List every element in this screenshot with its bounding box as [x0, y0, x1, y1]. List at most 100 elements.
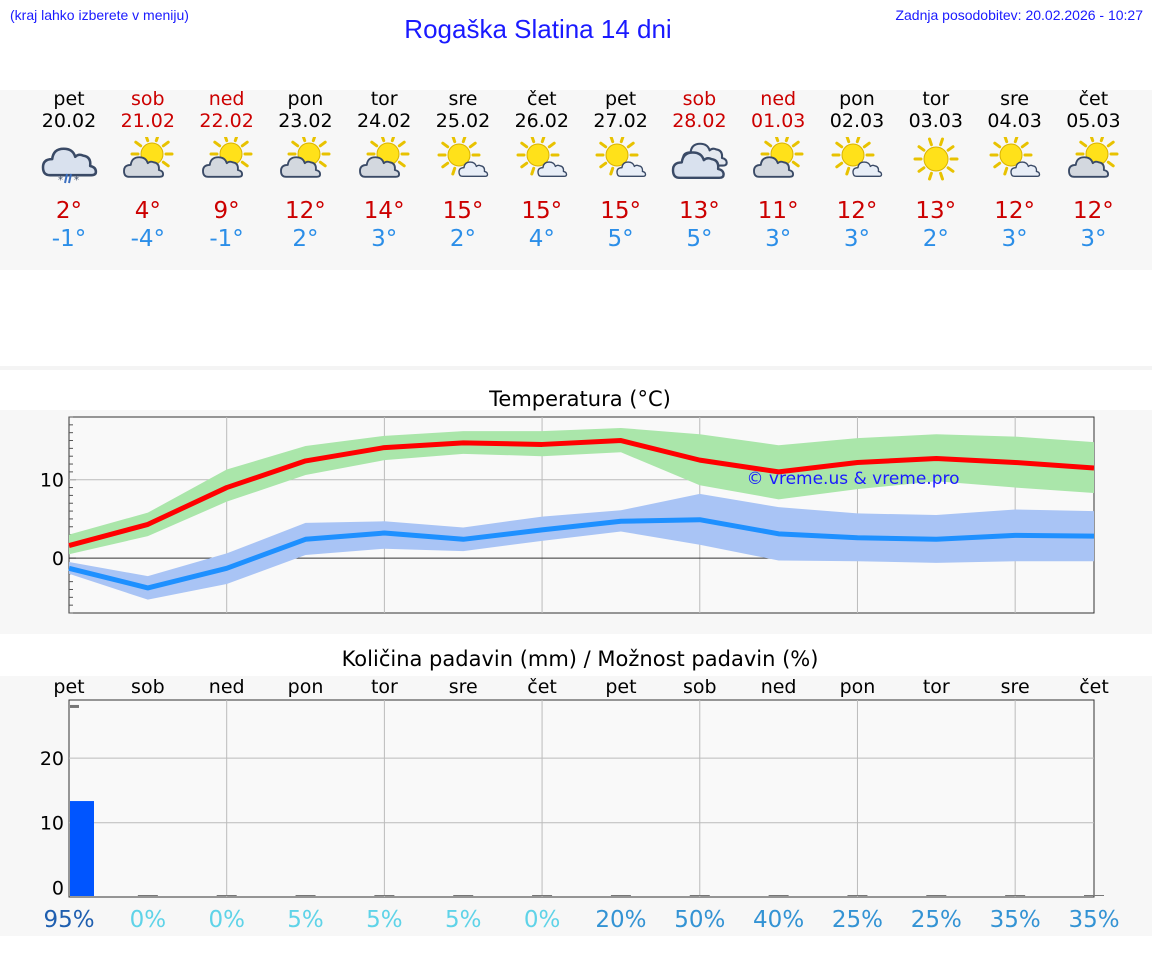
day-name: čet [1078, 88, 1109, 110]
max-temperature: 15° [600, 198, 641, 224]
min-temperature: 4° [528, 226, 555, 252]
day-name: ned [760, 88, 797, 110]
precipitation-probability: 35% [1068, 907, 1119, 933]
category-label: ned [761, 676, 797, 698]
day-name: pet [53, 88, 85, 110]
day-date: 02.03 [829, 110, 885, 132]
day-name: sob [682, 88, 717, 110]
max-temperature: 13° [915, 198, 957, 224]
precipitation-bar [1084, 895, 1104, 896]
precipitation-probability: 25% [832, 907, 883, 933]
day-column: pet 27.02 15° 5° [576, 88, 666, 253]
max-temperature: 15° [442, 198, 484, 224]
sun-small-cloud-icon [831, 137, 883, 178]
day-date: 25.02 [435, 110, 491, 132]
day-column: pon 23.02 12° 2° [260, 88, 350, 253]
min-temperature: 2° [922, 226, 949, 252]
max-temperature: 12° [994, 198, 1035, 224]
max-temperature: 15° [521, 198, 563, 224]
min-temperature: 2° [449, 226, 477, 252]
day-date: 28.02 [672, 110, 727, 132]
precipitation-bar [453, 895, 474, 896]
precipitation-bar [1005, 895, 1026, 896]
sun-behind-cloud-icon [280, 137, 331, 178]
max-temperature: 9° [213, 198, 240, 224]
category-label: sob [683, 676, 717, 698]
sun-behind-cloud-icon [359, 137, 410, 178]
day-date: 05.03 [1066, 110, 1121, 132]
day-column: pet 20.02 * * 2° -1° [24, 88, 114, 253]
precipitation-probability: 40% [753, 907, 804, 933]
day-column: sre 04.03 12° 3° [970, 88, 1060, 253]
precipitation-bar [689, 895, 710, 896]
sun-behind-cloud-icon [753, 137, 804, 178]
category-label: sob [131, 676, 165, 698]
min-temperature: -1° [209, 226, 244, 252]
min-temperature: 3° [371, 226, 398, 252]
day-name: tor [922, 88, 950, 110]
sun-small-cloud-icon [516, 137, 567, 178]
max-temperature: 11° [757, 198, 799, 224]
svg-text:*: * [58, 175, 63, 185]
day-column: čet 05.03 12° 3° [1048, 88, 1138, 253]
day-column: sre 25.02 15° 2° [418, 88, 508, 253]
precipitation-bar [70, 801, 94, 896]
category-label: sre [449, 676, 478, 698]
cloudy-icon [672, 142, 729, 180]
page-title: Rogaška Slatina 14 dni [404, 14, 672, 44]
location-hint[interactable]: (kraj lahko izberete v meniju) [10, 7, 189, 23]
min-temperature: 3° [1080, 226, 1107, 252]
min-temperature: 5° [686, 226, 713, 252]
min-temperature-range-band [69, 493, 1094, 600]
day-column: ned 01.03 11° 3° [733, 88, 823, 253]
precipitation-bar [926, 895, 947, 896]
min-temperature: -4° [130, 226, 166, 252]
sun-icon [913, 137, 959, 181]
min-temperature: -1° [51, 226, 87, 252]
forecast-strip [0, 90, 1152, 270]
cloud-snow-rain-icon: * * [41, 147, 98, 185]
day-date: 20.02 [41, 110, 97, 132]
min-temperature: 2° [292, 226, 319, 252]
precipitation-probability: 0% [208, 907, 245, 933]
min-temperature: 3° [765, 226, 792, 252]
y-tick-label: 0 [52, 877, 64, 899]
precipitation-probability: 0% [130, 907, 167, 933]
sun-small-cloud-icon [989, 137, 1040, 178]
category-label: čet [527, 676, 557, 698]
max-temperature: 2° [55, 198, 83, 224]
day-name: pon [839, 88, 875, 110]
day-date: 27.02 [593, 110, 648, 132]
max-temperature: 4° [134, 198, 161, 224]
precipitation-bar [216, 895, 237, 896]
y-tick-label: 10 [40, 470, 64, 492]
precipitation-bar [295, 895, 316, 896]
precipitation-probability: 20% [595, 907, 646, 933]
precipitation-probability: 0% [524, 907, 561, 933]
day-date: 23.02 [278, 110, 333, 132]
max-temperature-line [68, 438, 1095, 548]
y-tick-label: 20 [40, 748, 64, 770]
precipitation-bar [137, 895, 158, 896]
day-date: 03.03 [908, 110, 963, 132]
min-temperature: 3° [1001, 226, 1028, 252]
day-date: 01.03 [750, 110, 806, 132]
category-label: ned [209, 676, 245, 698]
day-column: tor 03.03 13° 2° [891, 88, 981, 253]
day-column: ned 22.02 9° -1° [182, 88, 272, 253]
day-name: sob [131, 88, 165, 110]
max-temperature: 13° [679, 198, 720, 224]
max-temperature: 12° [1073, 198, 1114, 224]
day-date: 04.03 [987, 110, 1042, 132]
category-label: pet [605, 676, 636, 698]
precipitation-bar [768, 895, 789, 896]
category-label: tor [923, 676, 950, 698]
max-temperature: 12° [836, 198, 878, 224]
min-temperature: 5° [607, 226, 634, 252]
sun-behind-cloud-icon [122, 137, 174, 178]
max-temperature: 14° [363, 198, 405, 224]
precipitation-probability: 50% [674, 907, 725, 933]
day-column: sob 28.02 13° 5° [654, 88, 744, 253]
category-label: čet [1079, 676, 1109, 698]
